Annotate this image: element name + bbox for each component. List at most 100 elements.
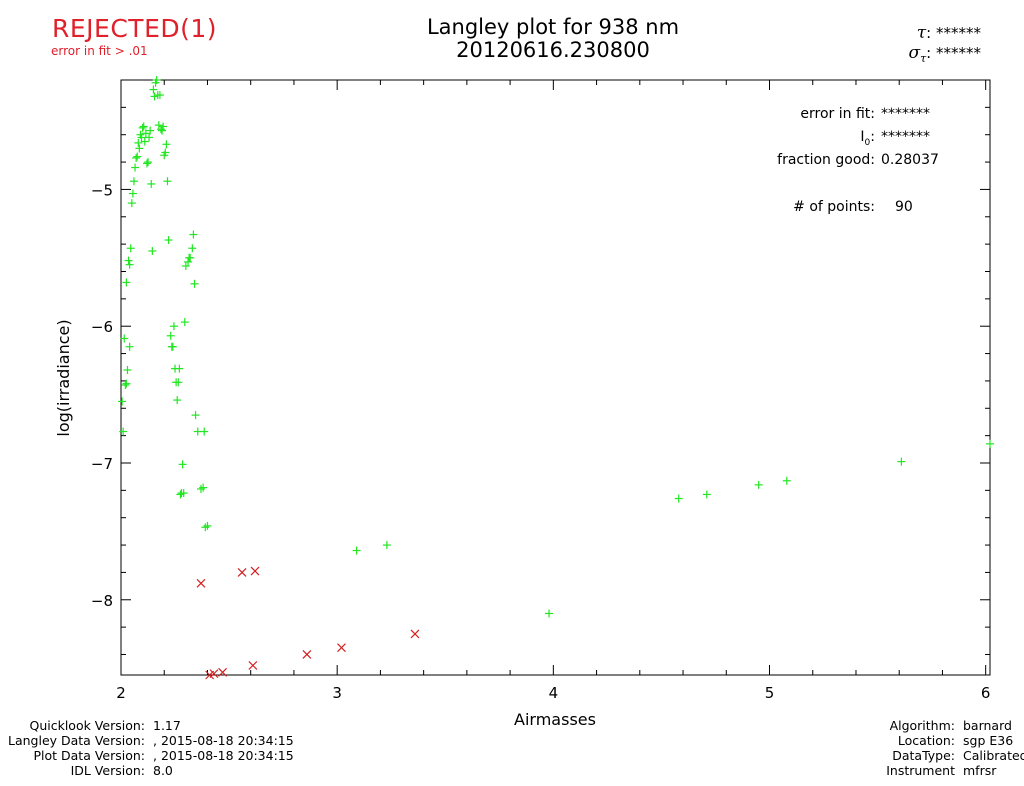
rejected-point [237,567,247,577]
good-point [352,546,361,555]
tau-symbol: τ [916,23,927,43]
data-points [118,76,994,680]
good-point [159,122,168,131]
good-point [166,331,175,340]
rejected-point [218,667,228,677]
good-point [142,159,151,168]
sigma-symbol: σ [908,43,921,63]
chart-title: Langley plot for 938 nm 20120616.230800 [300,16,806,62]
sigma-tau-readout: στ: ****** [908,43,981,65]
good-point [138,123,147,132]
good-point [139,122,148,131]
footer-row: Quicklook Version: 1.17 [29,718,181,733]
good-point [149,85,158,94]
good-point [184,257,193,266]
good-point [986,439,994,448]
good-point [186,253,195,262]
x-tick-label: 2 [116,684,126,702]
good-point [173,396,182,405]
x-tick-label: 5 [765,684,775,702]
tau-readout: τ: ****** [917,23,981,43]
good-point [181,262,190,271]
good-point [141,129,150,138]
footer-row: Instrument mfrsr [886,763,997,778]
good-point [122,278,131,287]
good-point [129,177,138,186]
fit-stats-legend: error in fit: ******* I0: ******* fracti… [690,103,945,219]
good-point [203,521,212,530]
good-point [146,126,155,135]
good-point [119,427,128,436]
footer-row: Algorithm: barnard [889,718,1012,733]
sigma-value: : ****** [926,44,981,62]
footer-row: Langley Data Version:, 2015-08-18 20:34:… [7,733,294,748]
good-point [190,279,199,288]
legend-row-fraction-good: fraction good: 0.28037 [690,149,945,172]
good-point [126,244,135,253]
legend-row-num-points: # of points: 90 [690,196,945,219]
good-point [199,483,208,492]
good-point [188,244,197,253]
x-axis-label: Airmasses [514,710,596,729]
good-point [180,318,189,327]
good-point [702,490,711,499]
good-point [674,494,683,503]
good-point [174,378,183,387]
footer-row: Plot Data Version:, 2015-08-18 20:34:15 [33,748,294,763]
good-point [163,177,172,186]
legend-value: 0.28037 [881,152,939,168]
good-point [200,427,209,436]
good-point [125,342,134,351]
legend-label: fraction good: [777,152,875,168]
axis-tick-labels: 2 3 4 5 6 −8 −7 −6 −5 [91,181,991,702]
good-point [179,489,188,498]
sigma-subscript: τ [920,52,927,65]
good-point [118,397,127,406]
legend-value: 90 [895,199,913,215]
good-point [128,189,137,198]
y-tick-label: −8 [91,592,113,610]
good-point [140,137,149,146]
legend-row-i0: I0: ******* [690,126,945,149]
good-point [132,153,141,162]
y-tick-label: −6 [91,318,113,336]
legend-row-error-fit: error in fit: ******* [690,103,945,126]
good-point [152,76,161,84]
legend-label: error in fit: [800,106,875,122]
tau-value: : ****** [926,24,981,42]
good-point [134,138,143,147]
footer-instrument-info: Algorithm: barnard Location: sgp E36 DataT… [835,718,1024,778]
good-point [148,246,157,255]
y-tick-label: −5 [91,181,113,199]
good-point [175,364,184,373]
footer-row: Location: sgp E36 [897,733,1014,748]
x-tick-label: 4 [549,684,559,702]
rejected-point [209,669,219,679]
good-point [189,230,198,239]
footer-row: IDL Version: 8.0 [70,763,173,778]
legend-value: ******* [881,106,930,122]
chart-title-line1: Langley plot for 938 nm [426,15,680,39]
good-point [135,144,144,153]
plot-frame [120,79,991,676]
good-point [127,199,136,208]
good-point [137,133,146,142]
good-point [201,523,210,532]
good-point [897,457,906,466]
good-point [178,460,187,469]
rejected-point [302,650,312,659]
good-point [782,476,791,485]
legend-label: I0: [860,129,875,148]
status-label: REJECTED(1) [52,14,218,43]
axis-ticks [120,79,990,675]
rejected-point [248,661,258,670]
good-point [123,365,132,374]
good-point [131,163,140,172]
rejected-point [250,566,260,576]
y-tick-label: −7 [91,455,113,473]
good-point [191,411,200,420]
rejected-point [410,629,420,639]
good-point [124,256,133,265]
good-point [125,260,134,269]
